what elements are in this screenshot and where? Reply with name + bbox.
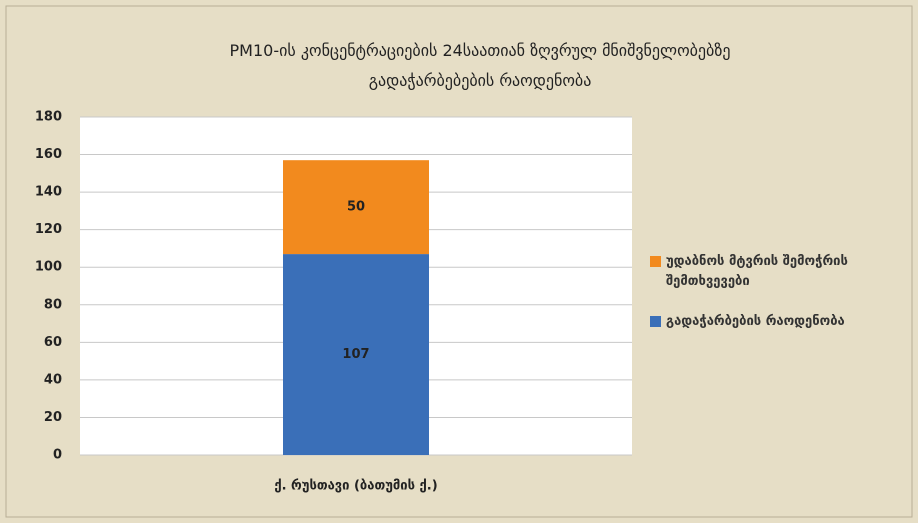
legend-swatch [650,256,661,267]
y-tick-label: 160 [35,147,62,162]
data-label: 50 [347,200,365,215]
chart-title: PM10-ის კონცენტრაციების 24საათიან ზღვრულ… [229,41,731,90]
frame [5,5,913,518]
y-tick-label: 40 [44,372,62,387]
y-tick-label: 100 [35,260,62,275]
legend-label: უდაბნოს მტვრის შემოჭრის შემთხვევები [666,254,848,289]
bar-segment [283,254,429,455]
legend-label: გადაჭარბების რაოდენობა [666,314,845,329]
legend-item: უდაბნოს მტვრის შემოჭრის შემთხვევები [650,252,900,292]
y-tick-label: 120 [35,222,62,237]
x-tick-label: ქ. რუსთავი (ბათუმის ქ.) [274,479,437,494]
legend-swatch [650,316,661,327]
y-tick-label: 80 [44,297,62,312]
y-tick-label: 140 [35,185,62,200]
y-tick-label: 60 [44,335,62,350]
y-tick-label: 180 [35,110,62,125]
y-tick-label: 20 [44,410,62,425]
legend-item: გადაჭარბების რაოდენობა [650,312,900,332]
y-tick-label: 0 [53,448,62,463]
bar-segment [283,160,429,255]
data-label: 107 [342,347,369,362]
